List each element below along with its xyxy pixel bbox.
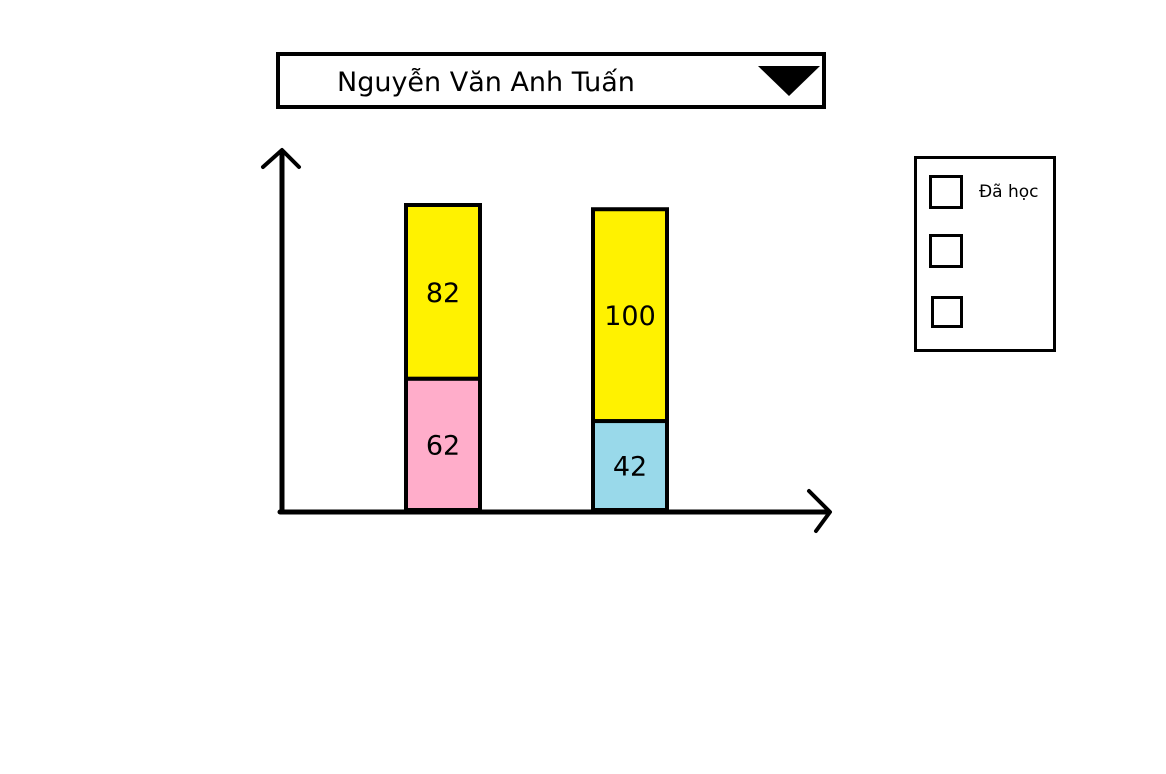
- bar-2-segment-2-label: 100: [604, 301, 656, 332]
- legend-item-label: Đã học: [979, 182, 1039, 202]
- triangle-down-icon[interactable]: [758, 66, 820, 96]
- student-select-dropdown[interactable]: Nguyễn Văn Anh Tuấn: [276, 52, 826, 109]
- y-axis-arrow-icon: [261, 148, 301, 169]
- legend-checkbox-2[interactable]: [929, 234, 963, 268]
- bar-1-segment-2-label: 82: [426, 278, 460, 309]
- bar-1-segment-2: [404, 203, 482, 381]
- bar-2-segment-1-label: 42: [613, 452, 647, 483]
- bar-2-segment-2: [591, 207, 669, 424]
- bar-2-segment-1: [591, 419, 669, 512]
- bar-1-segment-1-label: 62: [426, 430, 460, 461]
- bar-group: 62 82 42 100: [404, 203, 669, 512]
- legend-checkbox-1[interactable]: [929, 175, 963, 209]
- legend-panel: Đã học: [914, 156, 1056, 352]
- dropdown-selected-value: Nguyễn Văn Anh Tuấn: [337, 67, 635, 98]
- legend-checkbox-3[interactable]: [931, 296, 963, 328]
- chart-axes: [261, 148, 832, 533]
- x-axis-arrow-icon: [807, 489, 832, 533]
